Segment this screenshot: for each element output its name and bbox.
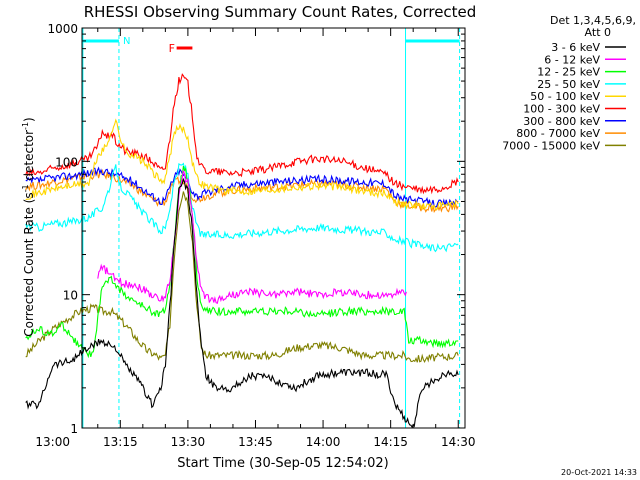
series-line-3-6-kev: [25, 177, 459, 429]
attenuator-state-label: N: [123, 36, 130, 47]
legend-label: 6 - 12 keV: [544, 53, 600, 66]
x-tick-label: 13:00: [35, 435, 70, 449]
y-tick-label: 1: [70, 422, 78, 436]
series-line-12-25-kev: [25, 165, 459, 359]
chart-title: RHESSI Observing Summary Count Rates, Co…: [84, 3, 477, 21]
x-tick-label: 13:45: [238, 435, 273, 449]
x-tick-label: 13:15: [103, 435, 138, 449]
x-tick-label: 14:30: [441, 435, 476, 449]
legend-label: 3 - 6 keV: [551, 41, 600, 54]
series-line-300-800-kev: [25, 166, 459, 208]
y-axis-label-sup2: -1: [21, 122, 30, 130]
series-line-100-300-kev: [25, 73, 459, 195]
y-axis-label-mid: detector: [22, 130, 36, 185]
x-tick-label: 14:15: [373, 435, 408, 449]
legend-header-line1: Det 1,3,4,5,6,9,: [550, 14, 636, 27]
y-axis-label: Corrected Count Rate (s-1 detector-1): [21, 117, 36, 336]
y-axis-label-sup1: -1: [21, 184, 30, 192]
legend-label: 800 - 7000 keV: [516, 127, 600, 140]
y-tick-label: 1000: [47, 22, 78, 36]
legend-label: 25 - 50 keV: [537, 78, 600, 91]
legend-label: 12 - 25 keV: [537, 66, 600, 79]
legend-label: 7000 - 15000 keV: [502, 139, 600, 152]
legend-header-line2: Att 0: [585, 26, 611, 39]
x-tick-label: 13:30: [171, 435, 206, 449]
legend-label: 100 - 300 keV: [523, 103, 600, 116]
plot-frame: [81, 27, 466, 429]
y-tick-label: 10: [63, 289, 78, 303]
series-line-7000-15000-kev: [25, 191, 459, 363]
y-axis-label-end: ): [22, 117, 36, 122]
timestamp-label: 20-Oct-2021 14:33: [561, 468, 637, 477]
series-line-25-50-kev: [25, 162, 459, 253]
y-axis-label-main: Corrected Count Rate (s: [22, 192, 36, 336]
legend-label: 50 - 100 keV: [530, 90, 600, 103]
x-tick-label: 14:00: [306, 435, 341, 449]
y-tick-label: 100: [55, 155, 78, 169]
legend-label: 300 - 800 keV: [523, 115, 600, 128]
series-line-50-100-kev: [25, 118, 459, 211]
x-axis-label: Start Time (30-Sep-05 12:54:02): [177, 456, 388, 471]
flare-flag-label: F: [169, 42, 175, 55]
series-line-6-12-kev: [97, 170, 407, 304]
